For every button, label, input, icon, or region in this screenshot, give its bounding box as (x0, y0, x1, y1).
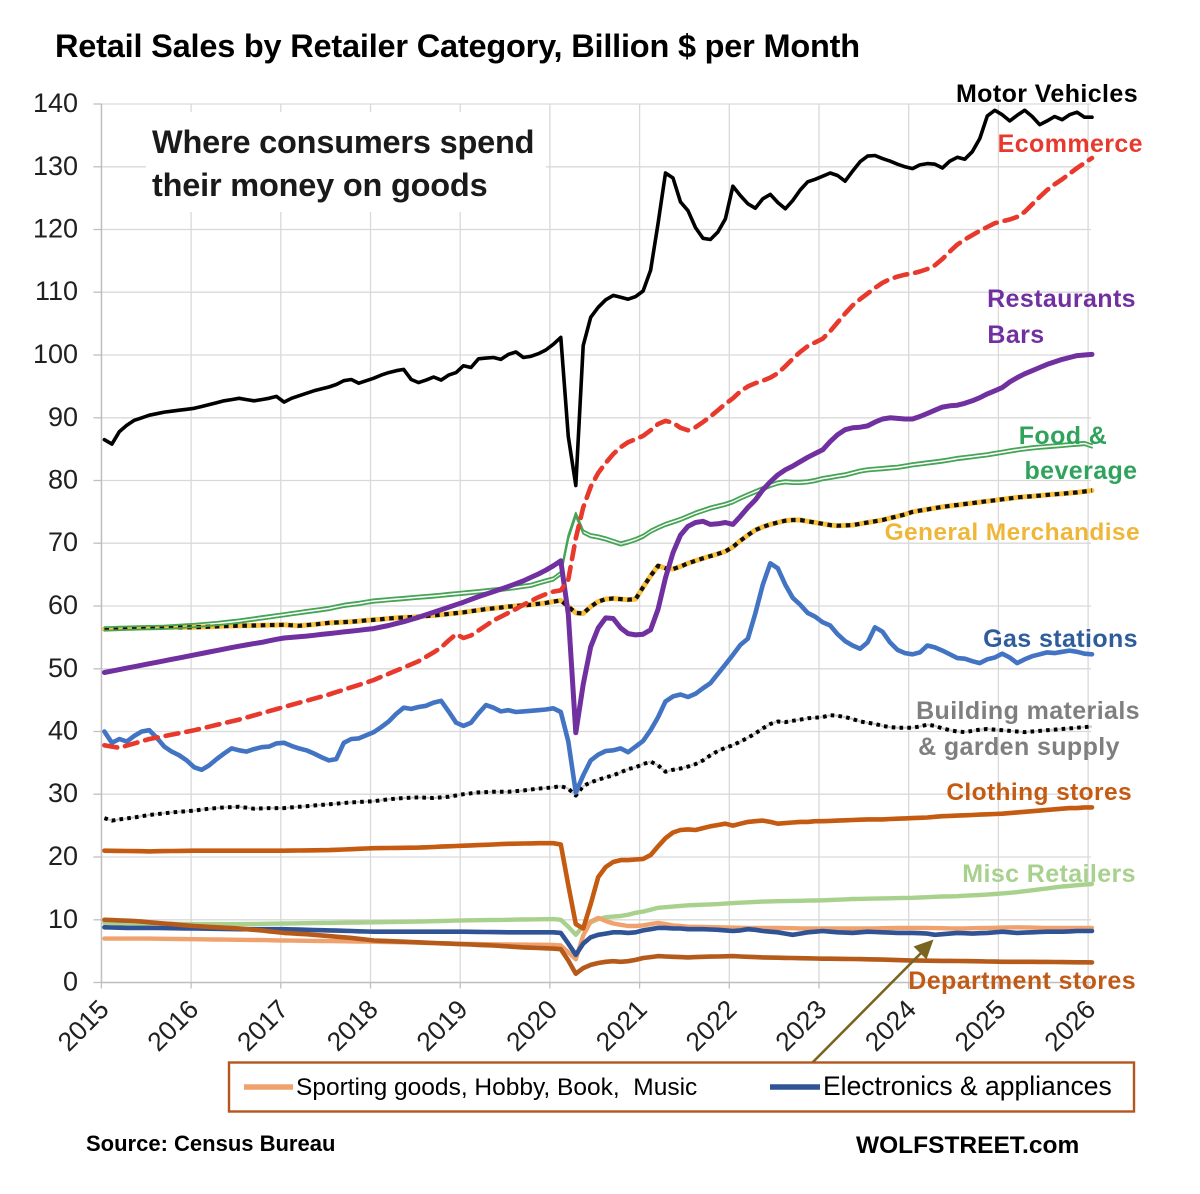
svg-text:their money on goods: their money on goods (152, 167, 487, 203)
svg-text:Bars: Bars (987, 321, 1044, 349)
svg-text:40: 40 (48, 716, 78, 746)
svg-text:80: 80 (48, 465, 78, 495)
svg-text:130: 130 (33, 151, 78, 181)
svg-text:Retail Sales by Retailer Categ: Retail Sales by Retailer Category, Billi… (55, 28, 860, 64)
svg-text:Where consumers spend: Where consumers spend (152, 124, 534, 160)
svg-text:Misc Retailers: Misc Retailers (962, 860, 1136, 888)
svg-text:90: 90 (48, 402, 78, 432)
svg-text:20: 20 (48, 841, 78, 871)
svg-text:0: 0 (63, 967, 78, 997)
svg-text:50: 50 (48, 653, 78, 683)
svg-text:70: 70 (48, 527, 78, 557)
svg-text:Sporting goods, Hobby, Book,: Sporting goods, Hobby, Book, Music (296, 1074, 697, 1101)
svg-text:10: 10 (48, 904, 78, 934)
svg-text:General Merchandise: General Merchandise (885, 519, 1140, 546)
svg-text:Source: Census Bureau: Source: Census Bureau (86, 1131, 335, 1156)
svg-text:WOLFSTREET.com: WOLFSTREET.com (856, 1132, 1079, 1159)
svg-text:Ecommerce: Ecommerce (998, 130, 1143, 158)
svg-text:Building materials: Building materials (916, 697, 1140, 725)
svg-text:& garden supply: & garden supply (918, 733, 1120, 761)
svg-text:120: 120 (33, 214, 78, 244)
svg-text:140: 140 (33, 88, 78, 118)
svg-text:Motor Vehicles: Motor Vehicles (956, 80, 1138, 108)
svg-text:Department stores: Department stores (908, 967, 1136, 995)
svg-text:60: 60 (48, 590, 78, 620)
svg-text:30: 30 (48, 778, 78, 808)
svg-text:beverage: beverage (1025, 457, 1138, 485)
svg-text:Restaurants: Restaurants (987, 285, 1136, 313)
svg-text:Electronics & appliances: Electronics & appliances (823, 1071, 1112, 1101)
svg-text:110: 110 (35, 276, 78, 306)
svg-text:Clothing stores: Clothing stores (946, 779, 1132, 806)
svg-text:Gas stations: Gas stations (983, 625, 1138, 653)
svg-text:100: 100 (33, 339, 78, 369)
svg-text:Food &: Food & (1019, 422, 1107, 450)
